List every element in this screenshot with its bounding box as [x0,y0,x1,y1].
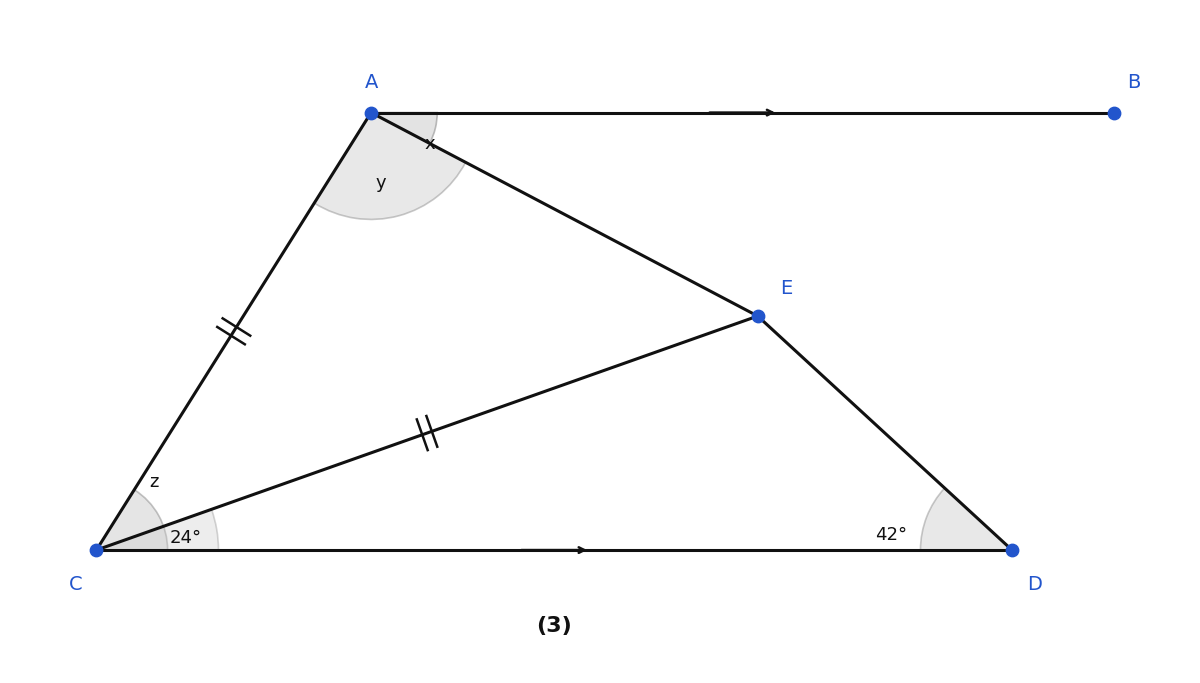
Wedge shape [314,113,466,219]
Point [748,311,767,322]
Point [1104,107,1123,118]
Wedge shape [920,488,1012,550]
Text: B: B [1128,73,1141,92]
Point [86,544,106,555]
Text: z: z [149,473,158,491]
Wedge shape [96,490,168,550]
Text: D: D [1027,576,1042,594]
Point [361,107,380,118]
Text: x: x [424,135,434,153]
Text: y: y [376,173,386,192]
Text: 24°: 24° [169,529,202,547]
Text: E: E [780,279,792,298]
Text: A: A [365,73,378,92]
Text: (3): (3) [536,616,572,636]
Wedge shape [96,510,218,550]
Wedge shape [371,113,437,143]
Text: 42°: 42° [875,526,907,544]
Text: C: C [70,576,83,594]
Point [1002,544,1021,555]
